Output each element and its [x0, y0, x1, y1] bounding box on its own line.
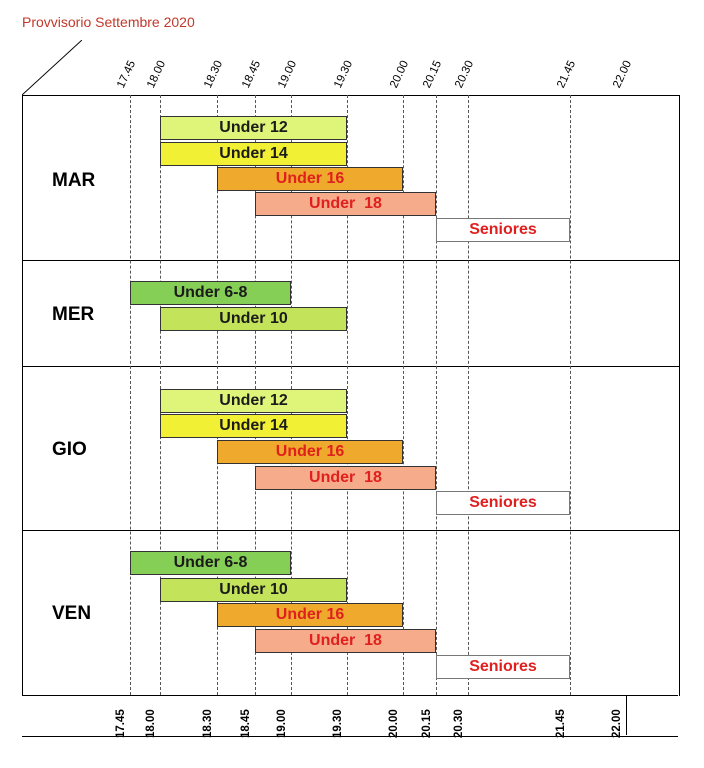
top-time-label: 22.00: [611, 58, 635, 90]
day-row-ven: [22, 530, 680, 696]
time-gridline: [403, 95, 404, 695]
top-time-label: 18.45: [240, 58, 264, 90]
time-slot-bar: Under 6-8: [130, 281, 291, 305]
day-label: MAR: [52, 170, 96, 191]
time-slot-bar: Under 10: [160, 307, 347, 331]
time-slot-bar: Under 14: [160, 142, 347, 166]
header-corner-diagonal: [22, 40, 82, 95]
top-time-label: 19.30: [332, 58, 356, 90]
time-slot-bar: Under 12: [160, 389, 347, 413]
top-time-label: 18.00: [145, 58, 169, 90]
top-time-label: 19.00: [276, 58, 300, 90]
time-slot-bar: Seniores: [436, 491, 570, 515]
time-slot-bar: Under 16: [217, 440, 403, 464]
day-row-gio: [22, 366, 680, 531]
top-time-label: 18.30: [202, 58, 226, 90]
time-slot-bar: Under 14: [160, 414, 347, 438]
top-time-label: 20.00: [388, 58, 412, 90]
time-slot-bar: Under 18: [255, 192, 436, 216]
time-slot-bar: Under 18: [255, 629, 436, 653]
top-time-label: 17.45: [115, 58, 139, 90]
schedule-title: Provvisorio Settembre 2020: [22, 14, 195, 30]
bottom-time-axis: [22, 695, 678, 737]
time-gridline: [468, 95, 469, 695]
time-gridline: [347, 95, 348, 695]
time-gridline: [130, 95, 131, 695]
time-gridline: [626, 695, 627, 735]
top-time-label: 20.15: [421, 58, 445, 90]
time-slot-bar: Under 16: [217, 603, 403, 627]
top-time-label: 20.30: [453, 58, 477, 90]
top-time-label: 21.45: [555, 58, 579, 90]
time-gridline: [570, 95, 571, 695]
time-gridline: [436, 95, 437, 695]
day-row-mer: [22, 260, 680, 367]
day-label: GIO: [52, 439, 87, 460]
time-slot-bar: Under 12: [160, 116, 347, 140]
day-row-mar: [22, 95, 680, 261]
time-slot-bar: Under 6-8: [130, 551, 291, 575]
time-slot-bar: Under 10: [160, 578, 347, 602]
time-slot-bar: Under 18: [255, 466, 436, 490]
time-slot-bar: Under 16: [217, 167, 403, 191]
day-label: VEN: [52, 603, 92, 624]
time-slot-bar: Seniores: [436, 218, 570, 242]
time-slot-bar: Seniores: [436, 655, 570, 679]
day-label: MER: [52, 304, 95, 325]
